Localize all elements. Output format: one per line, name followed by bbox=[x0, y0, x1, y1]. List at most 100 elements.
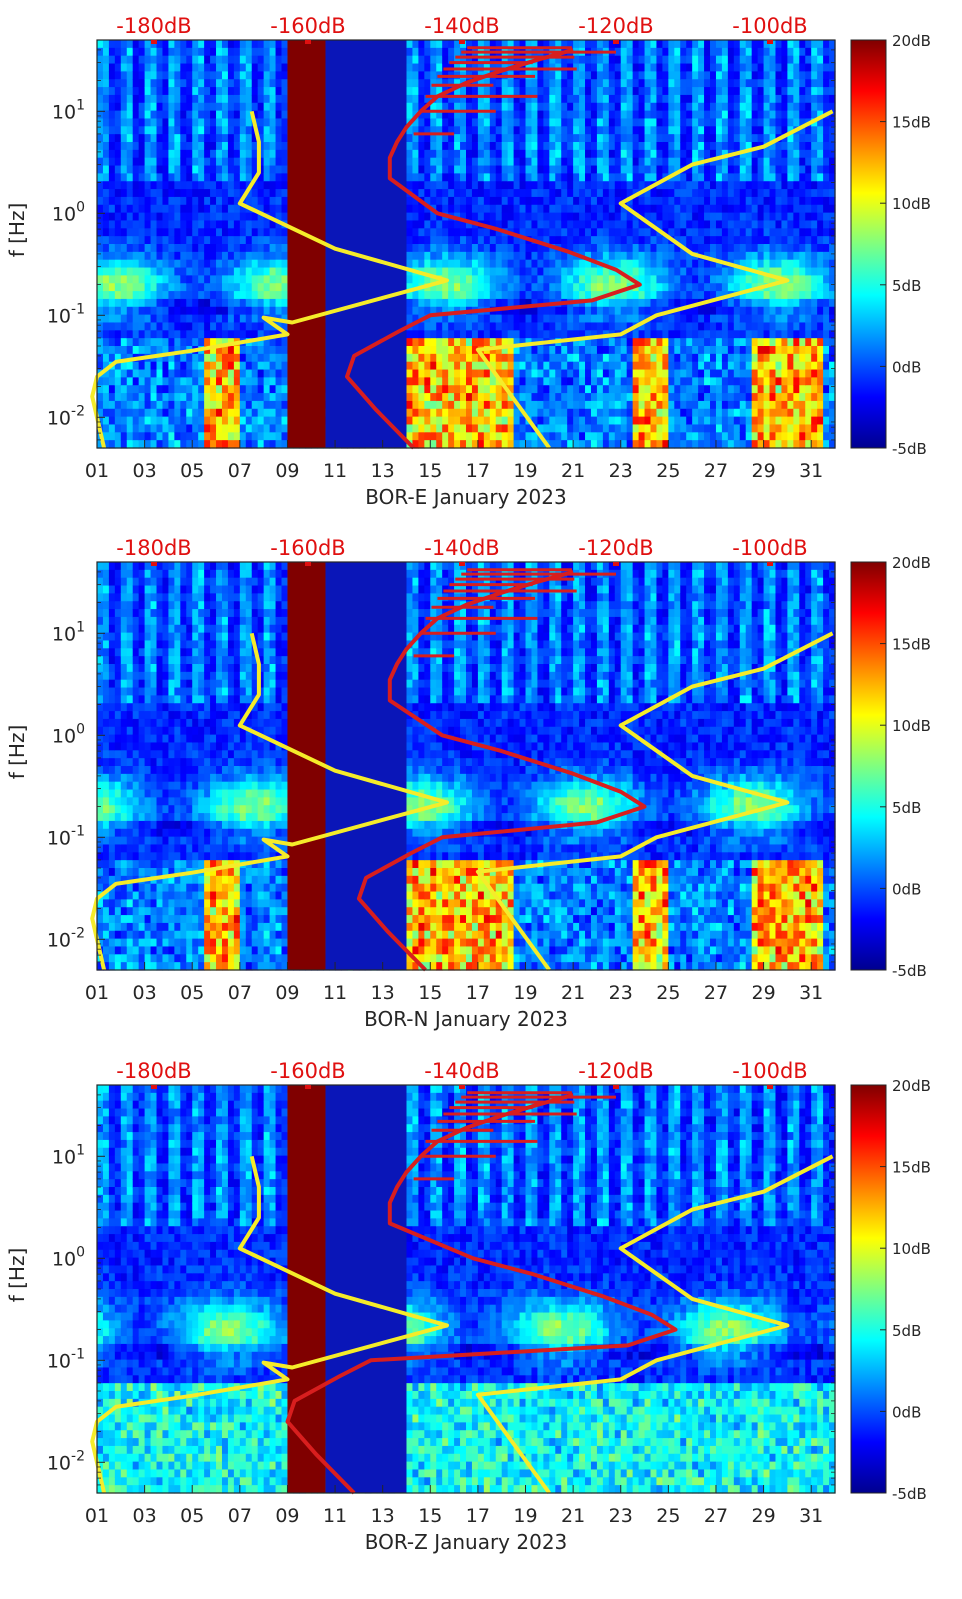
heatmap-cell bbox=[263, 228, 271, 237]
heatmap-cell bbox=[608, 408, 616, 418]
heatmap-cell bbox=[466, 291, 473, 300]
heatmap-cell bbox=[495, 275, 503, 284]
heatmap-cell bbox=[198, 189, 205, 198]
heatmap-cell bbox=[108, 40, 116, 49]
heatmap-cell bbox=[418, 118, 425, 127]
heatmap-cell bbox=[138, 298, 146, 308]
heatmap-cell bbox=[489, 55, 497, 65]
heatmap-cell bbox=[239, 251, 247, 261]
heatmap-cell bbox=[448, 377, 455, 386]
heatmap-cell bbox=[281, 71, 289, 80]
heatmap-cell bbox=[239, 314, 247, 324]
heatmap-cell bbox=[513, 142, 521, 151]
heatmap-cell bbox=[245, 173, 253, 182]
heatmap-cell bbox=[543, 173, 550, 182]
heatmap-cell bbox=[257, 251, 265, 261]
heatmap-cell bbox=[537, 102, 544, 112]
heatmap-cell bbox=[590, 244, 598, 253]
heatmap-cell bbox=[567, 134, 574, 143]
heatmap-cell bbox=[626, 189, 634, 198]
heatmap-cell bbox=[638, 346, 646, 355]
heatmap-cell bbox=[281, 134, 289, 143]
heatmap-cell bbox=[210, 165, 217, 174]
heatmap-cell bbox=[221, 267, 229, 276]
heatmap-cell bbox=[644, 236, 652, 245]
heatmap-cell bbox=[120, 149, 128, 159]
heatmap-cell bbox=[483, 118, 491, 127]
heatmap-cell bbox=[519, 55, 527, 65]
heatmap-cell bbox=[174, 181, 181, 190]
heatmap-cell bbox=[126, 346, 134, 355]
heatmap-cell bbox=[596, 346, 604, 355]
heatmap-cell bbox=[210, 314, 217, 324]
heatmap-cell bbox=[483, 87, 491, 96]
heatmap-cell bbox=[644, 165, 652, 174]
heatmap-cell bbox=[483, 79, 491, 88]
heatmap-cell bbox=[614, 189, 622, 198]
heatmap-cell bbox=[436, 432, 443, 441]
heatmap-cell bbox=[567, 377, 574, 386]
heatmap-cell bbox=[263, 149, 271, 159]
heatmap-cell bbox=[150, 157, 158, 167]
heatmap-cell bbox=[245, 212, 253, 222]
heatmap-cell bbox=[144, 181, 152, 190]
heatmap-cell bbox=[281, 244, 289, 253]
heatmap-cell bbox=[638, 94, 646, 104]
heatmap-cell bbox=[567, 102, 574, 112]
heatmap-cell bbox=[239, 400, 247, 410]
heatmap-cell bbox=[216, 149, 223, 159]
heatmap-cell bbox=[192, 408, 199, 418]
heatmap-cell bbox=[573, 408, 580, 418]
heatmap-cell bbox=[644, 416, 652, 426]
heatmap-cell bbox=[471, 244, 479, 253]
heatmap-cell bbox=[430, 102, 437, 112]
heatmap-cell bbox=[108, 322, 116, 331]
heatmap-cell bbox=[216, 385, 223, 394]
heatmap-cell bbox=[477, 267, 485, 276]
heatmap-cell bbox=[108, 432, 116, 441]
heatmap-cell bbox=[269, 259, 277, 269]
heatmap-cell bbox=[590, 330, 598, 339]
heatmap-cell bbox=[442, 40, 449, 49]
heatmap-cell bbox=[573, 40, 580, 49]
heatmap-cell bbox=[561, 79, 568, 88]
heatmap-cell bbox=[257, 173, 265, 182]
heatmap-cell bbox=[495, 267, 503, 276]
heatmap-cell bbox=[638, 267, 646, 276]
heatmap-cell bbox=[281, 259, 289, 269]
heatmap-cell bbox=[227, 283, 235, 292]
heatmap-cell bbox=[221, 306, 229, 316]
heatmap-cell bbox=[602, 94, 610, 104]
heatmap-cell bbox=[233, 251, 241, 261]
heatmap-cell bbox=[614, 275, 622, 284]
heatmap-cell bbox=[412, 259, 419, 269]
heatmap-cell bbox=[513, 118, 521, 127]
heatmap-cell bbox=[442, 94, 449, 104]
heatmap-cell bbox=[442, 393, 449, 402]
heatmap-cell bbox=[513, 173, 521, 182]
heatmap-cell bbox=[245, 189, 253, 198]
heatmap-cell bbox=[263, 259, 271, 269]
heatmap-cell bbox=[174, 204, 181, 214]
heatmap-cell bbox=[489, 283, 497, 292]
heatmap-cell bbox=[245, 55, 253, 65]
heatmap-cell bbox=[501, 251, 509, 261]
heatmap-cell bbox=[210, 416, 217, 426]
heatmap-cell bbox=[192, 102, 199, 112]
heatmap-cell bbox=[221, 322, 229, 331]
heatmap-cell bbox=[97, 298, 104, 308]
heatmap-cell bbox=[198, 142, 205, 151]
heatmap-cell bbox=[263, 157, 271, 167]
heatmap-cell bbox=[132, 298, 140, 308]
heatmap-cell bbox=[263, 298, 271, 308]
heatmap-cell bbox=[156, 424, 164, 433]
heatmap-cell bbox=[126, 165, 134, 174]
heatmap-cell bbox=[406, 385, 414, 394]
heatmap-cell bbox=[501, 361, 509, 371]
heatmap-cell bbox=[436, 228, 443, 237]
heatmap-cell bbox=[204, 346, 211, 355]
heatmap-cell bbox=[156, 275, 164, 284]
heatmap-cell bbox=[114, 204, 122, 214]
heatmap-cell bbox=[156, 149, 164, 159]
heatmap-cell bbox=[620, 416, 628, 426]
